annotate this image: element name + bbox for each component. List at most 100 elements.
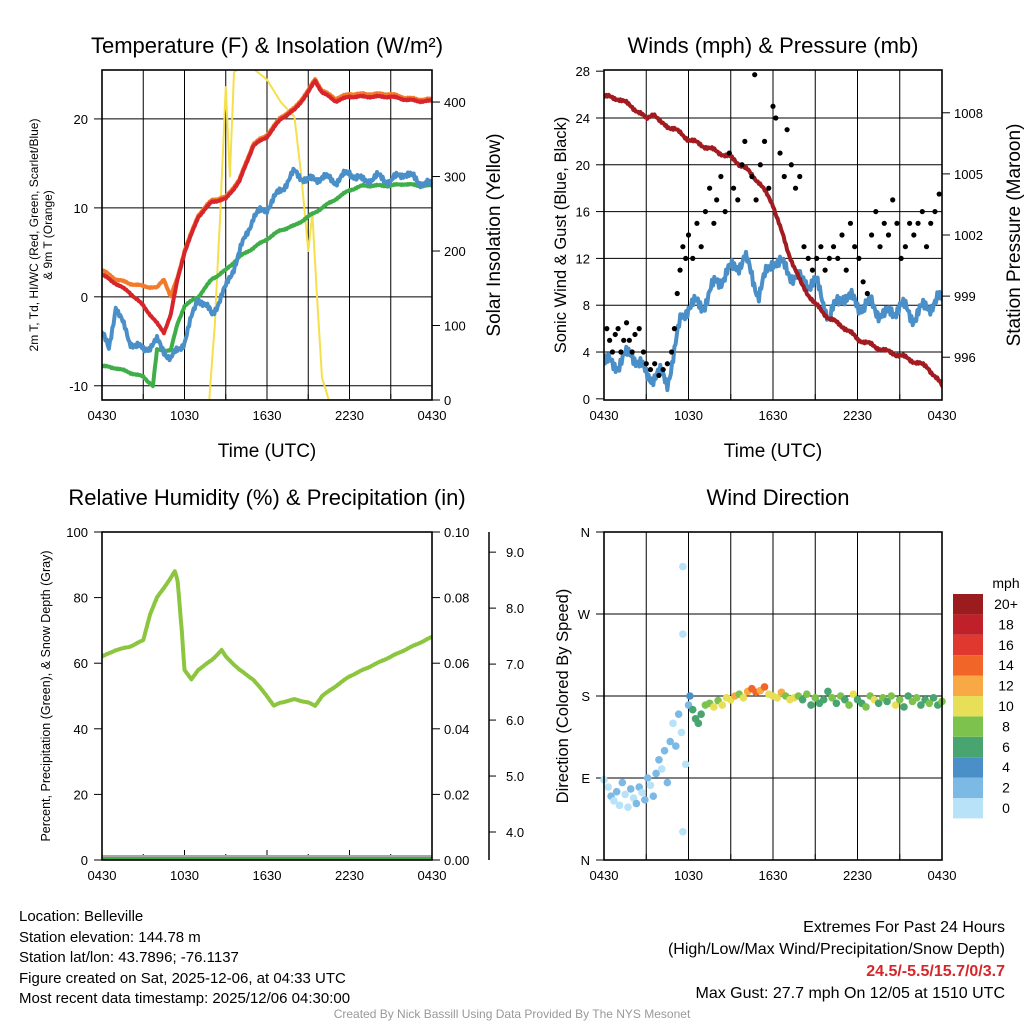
wind-direction-point — [832, 699, 841, 708]
y-tick-label: 12 — [576, 251, 590, 266]
legend-label: 12 — [998, 678, 1014, 694]
y-right-tick-label: 0.08 — [444, 591, 469, 606]
wind-direction-point — [604, 783, 613, 791]
wind-direction-point — [615, 801, 624, 810]
wind-direction-point — [610, 796, 618, 805]
wind-direction-point — [773, 694, 782, 702]
gust-point — [623, 320, 630, 326]
legend-swatch — [953, 696, 983, 717]
wind-direction-point — [887, 692, 896, 700]
legend-swatch — [953, 655, 983, 676]
wind-direction-point — [694, 719, 703, 728]
x-axis-label: Time (UTC) — [218, 441, 317, 462]
y-axis-label: Direction (Colored By Speed) — [554, 589, 572, 804]
series-solar-insolation — [102, 70, 432, 400]
gust-point — [722, 208, 728, 215]
wind-direction-point — [841, 695, 849, 704]
wind-direction-point — [900, 703, 908, 711]
gust-point — [626, 337, 632, 343]
gust-point — [839, 232, 845, 238]
wind-direction-point — [624, 803, 632, 811]
wind-direction-point — [904, 692, 912, 700]
wind-direction-point — [718, 701, 727, 709]
snow-tick-label: 6.0 — [506, 713, 524, 728]
gust-point — [868, 232, 875, 238]
gust-point — [826, 255, 832, 262]
plot-frame — [101, 69, 433, 401]
wind-direction-point — [686, 692, 694, 700]
snow-tick-label: 5.0 — [506, 769, 524, 784]
legend-swatch — [953, 634, 983, 656]
gust-point — [677, 267, 683, 273]
gust-point — [814, 255, 820, 262]
wind-direction-point — [660, 746, 669, 755]
gust-point — [714, 197, 720, 203]
legend-label: 6 — [1002, 739, 1010, 755]
gust-point — [647, 366, 654, 373]
gust-point — [604, 326, 610, 332]
wind-direction-point — [819, 695, 828, 704]
snow-tick-label: 9.0 — [506, 545, 524, 560]
wind-direction-point — [824, 687, 832, 696]
elevation-text: Station elevation: 144.78 m — [19, 928, 201, 946]
series-2m-temperature — [102, 78, 432, 336]
wind-direction-point — [679, 562, 687, 571]
wind-direction-point — [688, 705, 697, 714]
legend-label: 8 — [1002, 718, 1010, 734]
legend-swatch — [953, 736, 983, 758]
plot-frame — [603, 69, 943, 401]
x-tick-label: 0430 — [88, 408, 117, 423]
gust-point — [923, 244, 930, 250]
y-right-tick-label: 200 — [444, 244, 466, 259]
gust-point — [618, 349, 624, 355]
series-dewpoint — [102, 166, 432, 363]
gust-point — [898, 255, 904, 262]
recent-data-text: Most recent data timestamp: 2025/12/06 0… — [19, 990, 351, 1007]
wind-direction-point — [621, 790, 629, 799]
gust-point — [636, 326, 642, 332]
y-tick-label: 4 — [583, 345, 590, 360]
wind-direction-point — [925, 699, 934, 708]
x-tick-label: 1630 — [253, 408, 282, 423]
gust-point — [685, 232, 692, 238]
gust-point — [805, 255, 811, 262]
x-tick-label: 0430 — [928, 868, 957, 883]
y-right-tick-label: 300 — [444, 170, 466, 185]
gust-point — [852, 244, 858, 250]
chart-title: Relative Humidity (%) & Precipitation (i… — [68, 485, 465, 510]
series-sonic-wind — [604, 249, 942, 393]
wind-direction-point — [895, 695, 904, 704]
y-tick-label: 20 — [576, 158, 590, 173]
x-tick-label: 1630 — [759, 868, 788, 883]
wind-direction-point — [679, 827, 687, 836]
legend-label: 20+ — [994, 596, 1018, 612]
created-text: Figure created on Sat, 2025-12-06, at 04… — [19, 969, 346, 987]
wind-direction-point — [618, 778, 627, 787]
y-right-tick-label: 400 — [444, 95, 466, 110]
gust-point — [707, 185, 713, 191]
x-tick-label: 0430 — [590, 868, 619, 883]
legend-label: 10 — [998, 698, 1014, 714]
series-relative-humidity — [102, 569, 432, 708]
gust-point — [694, 220, 700, 226]
legend-swatch — [953, 716, 983, 737]
legend-label: 4 — [1002, 759, 1010, 775]
legend-swatch — [953, 777, 983, 798]
wind-direction-point — [681, 760, 690, 769]
x-tick-label: 1030 — [674, 868, 703, 883]
gust-point — [797, 173, 803, 180]
wind-direction-point — [638, 788, 646, 797]
x-tick-label: 1630 — [253, 868, 282, 883]
wind-direction-point — [697, 710, 705, 719]
legend-swatch — [953, 594, 983, 615]
snow-tick-label: 8.0 — [506, 601, 524, 616]
y-right-axis-label: Station Pressure (Maroon) — [1004, 124, 1024, 347]
gust-point — [788, 162, 794, 168]
chart-title: Winds (mph) & Pressure (mb) — [628, 33, 919, 58]
gust-point — [711, 220, 717, 226]
gust-point — [890, 197, 896, 203]
legend-label: 18 — [998, 616, 1014, 632]
gust-point — [698, 244, 704, 250]
y-tick-label: 0 — [81, 853, 88, 868]
wind-direction-point — [912, 694, 921, 702]
